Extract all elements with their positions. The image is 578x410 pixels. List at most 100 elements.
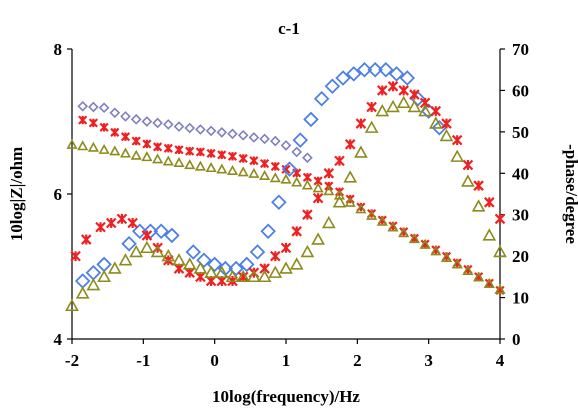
triangle-marker <box>152 153 164 164</box>
diamond-marker <box>292 132 309 148</box>
x-marker <box>377 85 388 96</box>
x-tick-label: -2 <box>65 351 79 370</box>
x-marker <box>237 271 249 283</box>
triangle-marker <box>366 209 378 220</box>
diamond-marker <box>216 127 228 138</box>
triangle-marker <box>98 143 110 154</box>
triangle-marker <box>97 269 111 283</box>
triangle-marker <box>77 140 89 151</box>
diamond-marker <box>153 223 169 240</box>
triangle-marker <box>225 269 240 283</box>
triangle-marker <box>269 172 281 183</box>
triangle-marker <box>471 199 486 212</box>
right-y-tick-label: 50 <box>512 123 529 142</box>
triangle-marker <box>257 269 272 283</box>
x-marker <box>206 148 216 158</box>
x-tick-label: 4 <box>496 351 505 370</box>
triangle-marker <box>300 244 315 258</box>
triangle-marker <box>173 156 185 167</box>
left-y-tick-label: 6 <box>54 185 63 204</box>
triangle-marker <box>494 283 506 294</box>
diamond-marker <box>77 100 89 112</box>
x-marker <box>174 145 184 155</box>
triangle-marker <box>172 253 186 266</box>
x-marker <box>163 143 173 153</box>
triangle-marker <box>482 228 497 241</box>
diamond-marker <box>335 70 351 86</box>
diamond-marker <box>141 116 153 127</box>
diamond-marker <box>131 223 148 240</box>
triangle-marker <box>216 163 228 174</box>
triangle-marker <box>280 173 292 184</box>
triangle-marker <box>473 271 485 282</box>
triangle-marker <box>451 258 463 269</box>
x-marker <box>217 150 227 160</box>
triangle-marker <box>237 166 249 177</box>
diamond-marker <box>205 125 217 137</box>
triangle-marker <box>66 138 78 149</box>
triangle-marker <box>483 278 495 289</box>
triangle-marker <box>428 116 443 129</box>
x-marker <box>344 139 356 150</box>
triangle-marker <box>194 160 206 171</box>
x-marker <box>312 192 324 204</box>
triangle-marker <box>140 240 154 254</box>
left-y-tick-label: 8 <box>54 40 63 59</box>
right-y-tick-label: 0 <box>512 330 521 349</box>
diamond-marker <box>88 101 99 113</box>
diamond-marker <box>259 133 270 145</box>
triangle-marker <box>65 298 79 312</box>
axis-ticks <box>67 48 505 344</box>
triangle-marker <box>87 141 99 152</box>
diamond-marker <box>291 146 303 158</box>
x-marker <box>95 221 106 233</box>
triangle-marker <box>386 99 400 113</box>
diamond-marker <box>303 111 319 128</box>
triangle-marker <box>130 149 142 160</box>
triangle-marker <box>129 244 144 258</box>
x-marker <box>80 234 92 245</box>
diamond-marker <box>184 122 196 134</box>
triangle-marker <box>312 182 324 193</box>
triangle-marker <box>247 269 261 283</box>
triangle-marker <box>86 277 101 291</box>
x-marker <box>270 161 280 172</box>
triangle-marker <box>375 103 390 117</box>
x-marker <box>355 118 367 129</box>
diamond-marker <box>269 135 281 147</box>
diamond-marker <box>345 66 362 82</box>
triangle-marker <box>259 170 271 181</box>
right-y-tick-label: 60 <box>512 81 529 100</box>
triangle-marker <box>141 151 153 162</box>
x-marker <box>270 250 281 262</box>
triangle-marker <box>118 253 133 266</box>
triangle-marker <box>214 265 229 278</box>
right-y-tick-label: 20 <box>512 247 529 266</box>
diamond-marker <box>173 121 185 132</box>
x-marker <box>291 226 302 237</box>
x-marker <box>387 81 399 92</box>
triangle-marker <box>161 248 176 262</box>
diamond-marker <box>206 256 223 273</box>
right-y-tick-label: 70 <box>512 40 529 59</box>
triangle-marker <box>355 203 367 214</box>
chart-title: c-1 <box>278 19 300 38</box>
triangle-marker <box>461 174 475 187</box>
x-marker <box>451 134 463 146</box>
triangle-marker <box>248 167 260 178</box>
x-marker <box>366 101 377 113</box>
triangle-marker <box>109 145 121 156</box>
x-marker <box>120 132 131 142</box>
left-y-axis-label: 10log|Z|/ohm <box>7 147 26 241</box>
right-y-tick-label: 40 <box>512 164 529 183</box>
triangle-marker <box>150 244 165 258</box>
diamond-marker <box>85 264 102 281</box>
right-y-tick-label: 30 <box>512 206 529 225</box>
diamond-marker <box>378 61 394 78</box>
diamond-marker <box>281 161 298 177</box>
x-marker <box>398 85 409 96</box>
triangle-marker <box>364 120 379 133</box>
triangle-marker <box>398 227 410 238</box>
x-marker <box>99 122 109 132</box>
